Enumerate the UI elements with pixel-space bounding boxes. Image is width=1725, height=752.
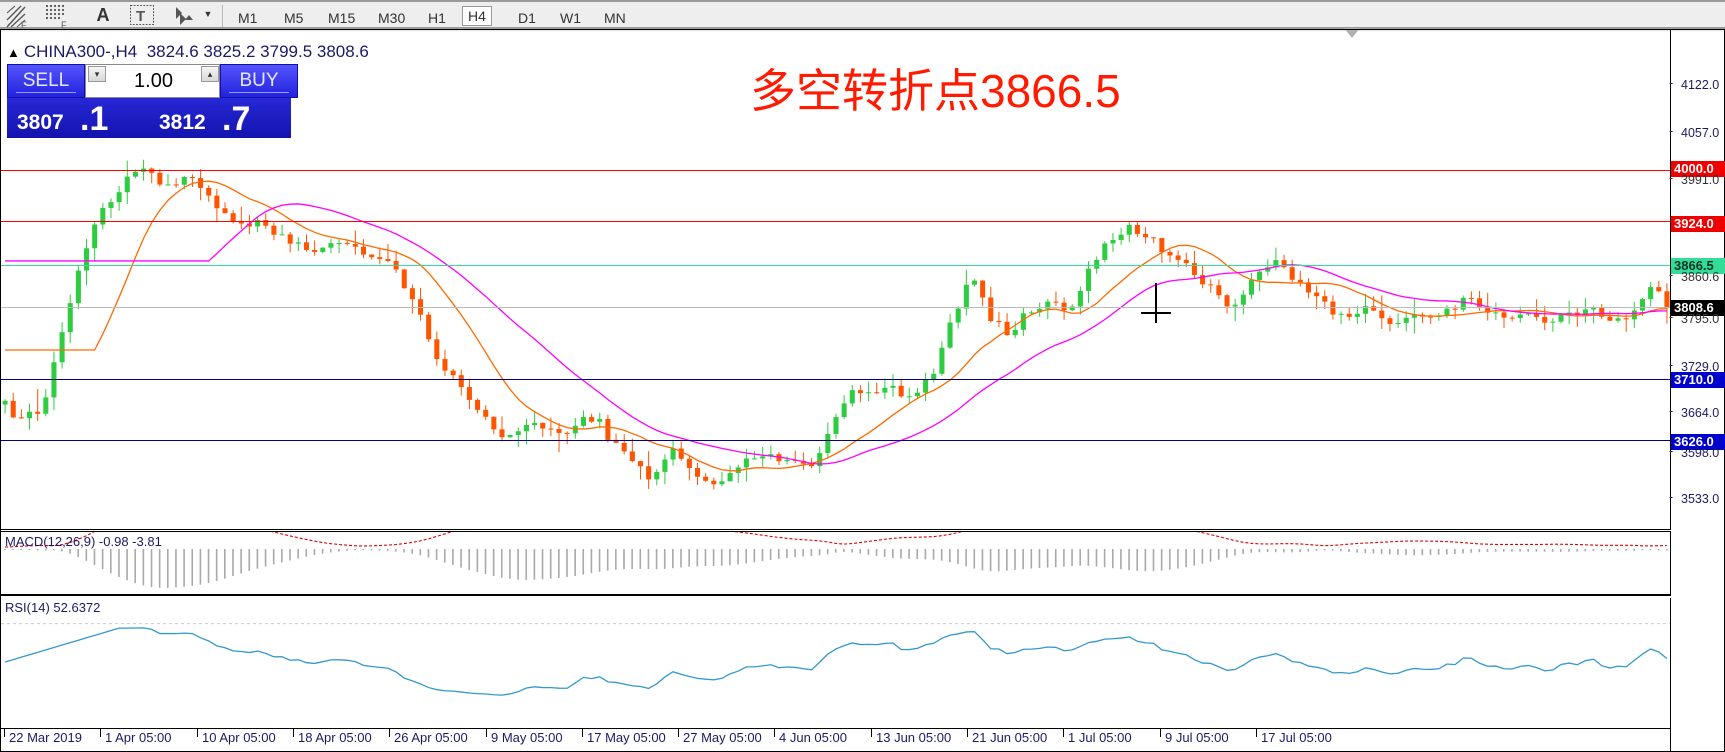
svg-text:F: F (21, 20, 27, 29)
svg-text:T: T (136, 8, 145, 25)
svg-text:F: F (61, 20, 67, 29)
